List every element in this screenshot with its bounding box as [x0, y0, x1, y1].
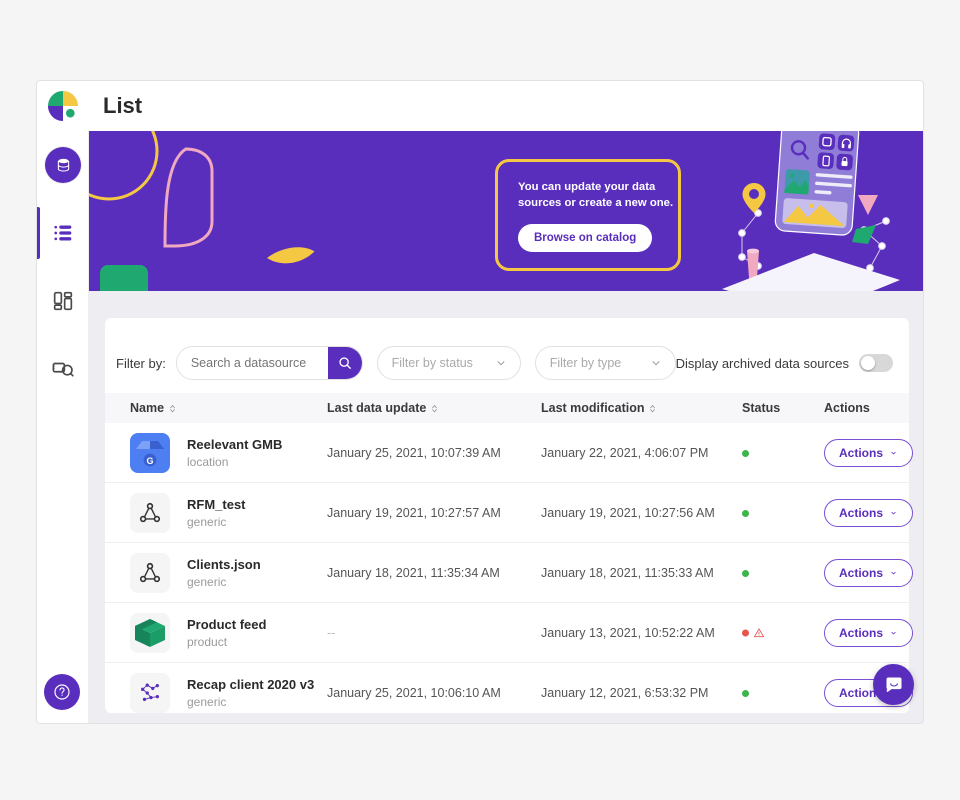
svg-text:G: G	[146, 456, 153, 466]
